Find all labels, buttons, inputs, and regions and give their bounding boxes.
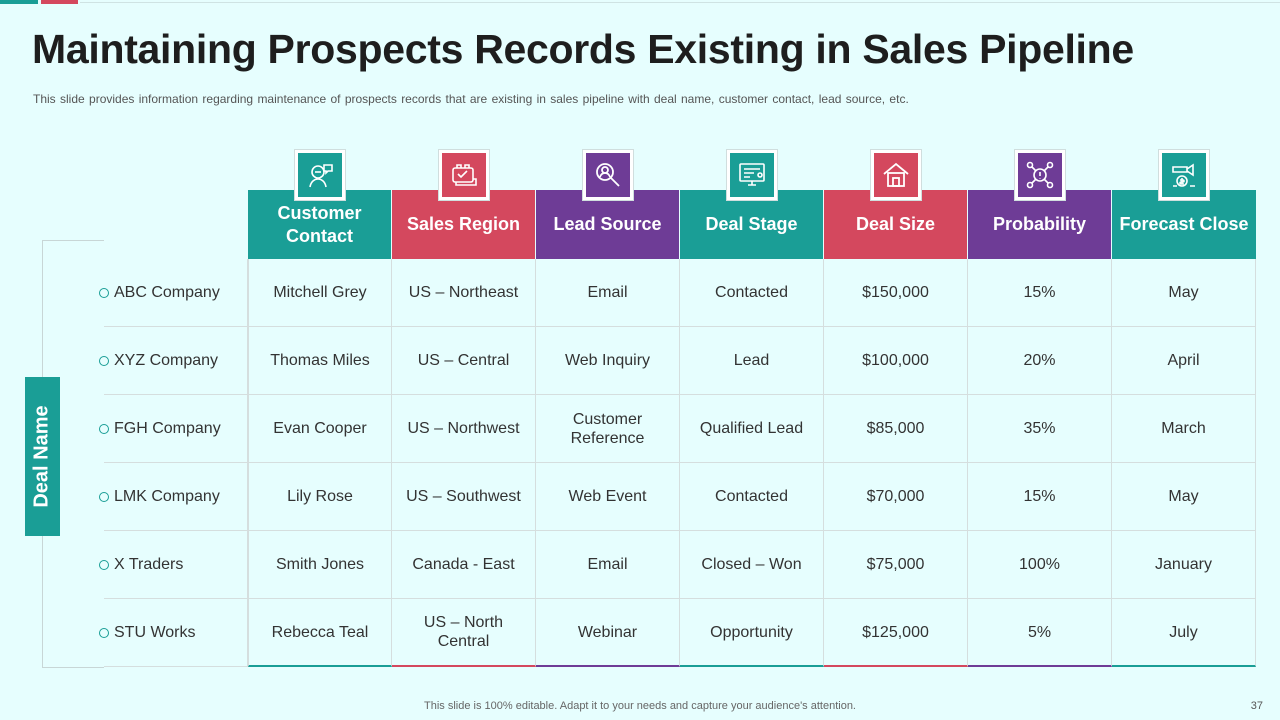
column-header: Lead Source <box>536 190 680 259</box>
table-cell: Customer Reference <box>536 395 680 463</box>
footer-note: This slide is 100% editable. Adapt it to… <box>424 700 856 712</box>
accent-bar-red <box>41 0 78 4</box>
table-cell: Lily Rose <box>248 463 392 531</box>
table-cell: Thomas Miles <box>248 327 392 395</box>
slide-title: Maintaining Prospects Records Existing i… <box>32 26 1134 72</box>
column-header: Customer Contact <box>248 190 392 259</box>
table-cell: Web Event <box>536 463 680 531</box>
table-cell: Lead <box>680 327 824 395</box>
top-rule <box>80 2 1280 3</box>
forecast-close-icon <box>1159 150 1209 200</box>
table-cell: Contacted <box>680 259 824 327</box>
deal-name: FGH Company <box>114 420 221 437</box>
column-header: Deal Stage <box>680 190 824 259</box>
row-bullet-icon <box>99 423 109 434</box>
table-cell: $75,000 <box>824 531 968 599</box>
table-cell: January <box>1112 531 1256 599</box>
deal-name-cell: ABC Company <box>99 259 248 327</box>
table-cell: Web Inquiry <box>536 327 680 395</box>
deal-name-label: Deal Name <box>25 377 60 536</box>
deal-name-cell: XYZ Company <box>99 327 248 395</box>
row-bullet-icon <box>99 559 109 570</box>
table-cell: March <box>1112 395 1256 463</box>
deal-name: ABC Company <box>114 284 220 301</box>
table-cell: Email <box>536 531 680 599</box>
deal-name: LMK Company <box>114 488 220 505</box>
table-cell: Webinar <box>536 599 680 667</box>
table-cell: Opportunity <box>680 599 824 667</box>
page-number: 37 <box>1250 700 1263 712</box>
row-bullet-icon <box>99 355 109 366</box>
table-cell: July <box>1112 599 1256 667</box>
lead-source-icon <box>583 150 633 200</box>
table-cell: Smith Jones <box>248 531 392 599</box>
table-cell: US – Central <box>392 327 536 395</box>
deal-name-cell: STU Works <box>99 599 248 667</box>
table-cell: US – Southwest <box>392 463 536 531</box>
row-bullet-icon <box>99 491 109 502</box>
slide-subtitle: This slide provides information regardin… <box>33 92 909 106</box>
table-cell: $100,000 <box>824 327 968 395</box>
deal-name: XYZ Company <box>114 352 219 369</box>
deal-name-cell: FGH Company <box>99 395 248 463</box>
table-cell: May <box>1112 259 1256 327</box>
sales-region-icon <box>439 150 489 200</box>
table-cell: $125,000 <box>824 599 968 667</box>
row-bullet-icon <box>99 287 109 298</box>
table-cell: $85,000 <box>824 395 968 463</box>
row-bullet-icon <box>99 627 109 638</box>
deal-name: STU Works <box>114 624 196 641</box>
deal-name-label-text: Deal Name <box>31 405 53 508</box>
table-cell: Closed – Won <box>680 531 824 599</box>
column-header: Probability <box>968 190 1112 259</box>
table-cell: Email <box>536 259 680 327</box>
table-cell: 15% <box>968 259 1112 327</box>
customer-contact-icon <box>295 150 345 200</box>
table-cell: US – Northwest <box>392 395 536 463</box>
deal-name: X Traders <box>114 556 184 573</box>
table-cell: Qualified Lead <box>680 395 824 463</box>
table-cell: Evan Cooper <box>248 395 392 463</box>
table-cell: May <box>1112 463 1256 531</box>
table-cell: $150,000 <box>824 259 968 327</box>
table-cell: April <box>1112 327 1256 395</box>
column-header: Forecast Close <box>1112 190 1256 259</box>
deal-stage-icon <box>727 150 777 200</box>
table-cell: Mitchell Grey <box>248 259 392 327</box>
probability-icon <box>1015 150 1065 200</box>
table-cell: US – Northeast <box>392 259 536 327</box>
deal-name-cell: X Traders <box>99 531 248 599</box>
table-cell: US – North Central <box>392 599 536 667</box>
table-cell: 35% <box>968 395 1112 463</box>
accent-bar-teal <box>0 0 38 4</box>
deal-size-icon <box>871 150 921 200</box>
table-cell: Canada - East <box>392 531 536 599</box>
table-cell: Rebecca Teal <box>248 599 392 667</box>
table-cell: Contacted <box>680 463 824 531</box>
table-cell: 5% <box>968 599 1112 667</box>
pipeline-table: Customer Contact Sales Region Lead Source D… <box>99 190 1256 667</box>
deal-name-cell: LMK Company <box>99 463 248 531</box>
table-cell: 15% <box>968 463 1112 531</box>
column-header: Sales Region <box>392 190 536 259</box>
header-corner <box>104 190 248 259</box>
table-cell: $70,000 <box>824 463 968 531</box>
table-cell: 20% <box>968 327 1112 395</box>
table-cell: 100% <box>968 531 1112 599</box>
column-header: Deal Size <box>824 190 968 259</box>
